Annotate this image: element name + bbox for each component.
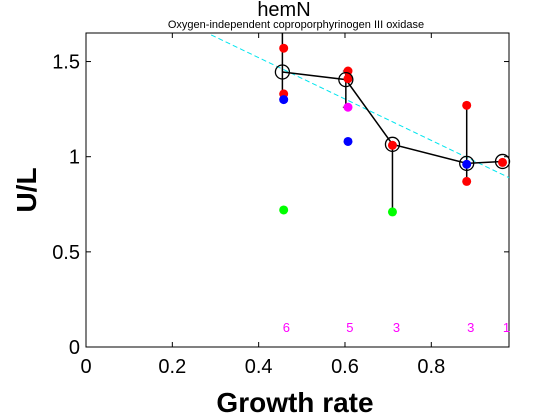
data-point-magenta xyxy=(343,102,353,112)
y-tick-label: 1.5 xyxy=(52,52,80,74)
sample-count-label: 3 xyxy=(467,320,474,335)
x-axis-label: Growth rate xyxy=(216,387,373,418)
sample-count-label: 1 xyxy=(503,320,510,335)
data-point-blue xyxy=(462,159,472,169)
chart-subtitle: Oxygen-independent coproporphyrinogen II… xyxy=(168,19,424,31)
mean-marker xyxy=(459,155,475,172)
mean-marker xyxy=(338,71,354,88)
mean-marker xyxy=(494,153,511,170)
data-point-red xyxy=(462,176,472,186)
x-tick-layer: 0 0.2 0.4 0.6 0.8 xyxy=(80,33,445,378)
sample-count-label: 3 xyxy=(393,320,400,335)
fit-line-layer xyxy=(210,34,510,179)
y-tick-label: 0 xyxy=(69,337,80,359)
y-tick-label: 1 xyxy=(69,147,80,169)
x-tick-label: 0.4 xyxy=(245,356,273,378)
plot-area xyxy=(85,32,510,348)
data-point-blue xyxy=(279,95,289,105)
sample-count-label: 5 xyxy=(346,320,353,335)
x-tick-label: 0.2 xyxy=(158,356,186,378)
y-axis-label: U/L xyxy=(11,167,42,212)
mean-marker-layer xyxy=(274,64,511,172)
data-point-red xyxy=(462,100,472,110)
x-tick-label: 0.6 xyxy=(331,356,359,378)
count-label-layer: 6 5 3 3 1 xyxy=(283,320,510,335)
data-point-red xyxy=(498,157,508,167)
mean-marker xyxy=(274,64,291,80)
data-point-red xyxy=(387,140,397,150)
mean-marker xyxy=(384,136,401,152)
data-point-red xyxy=(343,74,353,84)
x-tick-label: 0.8 xyxy=(417,356,445,378)
data-point-red xyxy=(279,43,289,53)
data-point-blue xyxy=(343,136,353,146)
data-point-layer xyxy=(279,43,508,217)
sample-count-label: 6 xyxy=(283,320,290,335)
data-point-red xyxy=(343,66,353,76)
y-tick-layer: 0 0.5 1 1.5 xyxy=(52,52,509,359)
x-tick-label: 0 xyxy=(80,356,91,378)
fit-line xyxy=(210,34,510,179)
data-point-green xyxy=(387,207,397,217)
chart-title: hemN xyxy=(257,0,310,21)
data-point-green xyxy=(279,205,289,215)
y-tick-label: 0.5 xyxy=(52,242,80,264)
